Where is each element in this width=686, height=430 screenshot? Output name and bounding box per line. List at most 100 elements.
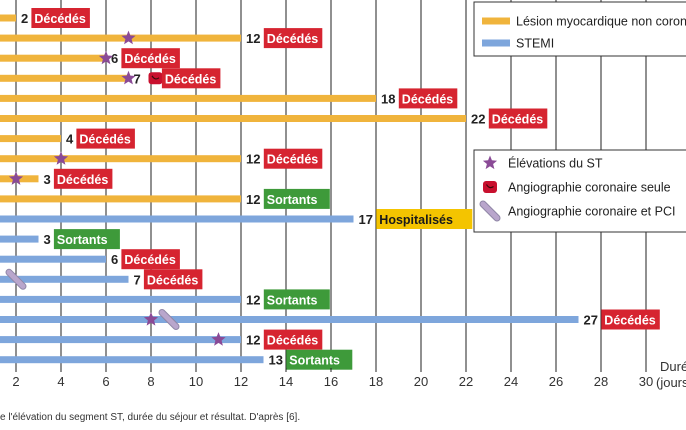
outcome-label: Décédés bbox=[604, 314, 655, 328]
outcome-badge bbox=[121, 249, 180, 270]
outcome-badge bbox=[161, 68, 221, 89]
x-tick-label: 8 bbox=[147, 374, 154, 389]
pci-icon-fill bbox=[159, 310, 179, 329]
pci-icon-fill bbox=[6, 269, 26, 289]
duration-label: 12 bbox=[246, 192, 260, 207]
outcome-badge bbox=[263, 188, 330, 209]
x-tick-label: 26 bbox=[549, 374, 563, 389]
duration-bar bbox=[0, 295, 241, 303]
st-elevation-star bbox=[143, 312, 159, 326]
marker-legend-label: Élévations du ST bbox=[508, 156, 603, 171]
outcome-badge bbox=[286, 349, 353, 370]
patient-row: 18 Décédés bbox=[0, 88, 458, 109]
duration-bar bbox=[0, 54, 106, 62]
duration-bar bbox=[0, 14, 16, 22]
patient-row: 12 Décédés bbox=[0, 28, 323, 49]
st-elevation-star bbox=[211, 332, 226, 346]
duration-label: 17 bbox=[359, 212, 373, 227]
outcome-label: Sortants bbox=[289, 354, 340, 368]
x-tick-label: 16 bbox=[324, 374, 338, 389]
series-legend-box bbox=[473, 1, 686, 57]
duration-bar bbox=[0, 155, 241, 163]
outcome-label: Sortants bbox=[267, 193, 318, 207]
x-tick-label: 6 bbox=[102, 374, 109, 389]
duration-bar bbox=[0, 336, 241, 344]
outcome-badge bbox=[263, 148, 323, 169]
x-axis-title-line2: (jours) bbox=[656, 375, 686, 390]
patient-row: 7 Décédés bbox=[0, 268, 203, 290]
series-legend-label: Lésion myocardique non coronaire bbox=[516, 15, 686, 29]
outcome-badge bbox=[263, 289, 330, 310]
series-legend-swatch bbox=[482, 17, 510, 25]
duration-label: 22 bbox=[471, 112, 485, 127]
outcome-label: Sortants bbox=[267, 293, 318, 307]
outcome-badge bbox=[76, 128, 135, 149]
outcome-badge bbox=[121, 48, 180, 69]
outcome-label: Décédés bbox=[267, 32, 318, 46]
outcome-label: Décédés bbox=[124, 52, 175, 66]
marker-legend-box bbox=[473, 149, 686, 233]
duration-label: 12 bbox=[246, 152, 260, 167]
duration-bar bbox=[0, 115, 466, 122]
duration-bar bbox=[0, 356, 264, 364]
duration-label: 3 bbox=[44, 232, 51, 247]
x-tick-label: 2 bbox=[12, 374, 19, 389]
pci-icon-fill bbox=[480, 201, 500, 221]
duration-label: 7 bbox=[134, 272, 141, 287]
patient-row: 13 Sortants bbox=[0, 349, 353, 370]
pci-icon bbox=[158, 309, 180, 330]
duration-label: 13 bbox=[269, 353, 283, 368]
duration-bar bbox=[0, 94, 376, 102]
x-axis: 24681012141618202224262830Durée(jours) bbox=[12, 359, 686, 390]
angiography-icon bbox=[483, 181, 497, 193]
marker-legend-label: Angiographie coronaire et PCI bbox=[508, 205, 675, 219]
outcome-label: Hospitalisés bbox=[379, 213, 453, 227]
patient-row: 12 Décédés bbox=[0, 329, 323, 350]
outcome-badge bbox=[488, 108, 548, 129]
outcome-badge bbox=[398, 88, 458, 109]
patient-row: 22 Décédés bbox=[0, 108, 548, 129]
outcome-label: Décédés bbox=[267, 334, 318, 348]
figure-caption: e l'élévation du segment ST, durée du sé… bbox=[0, 412, 301, 423]
patient-row: 2 Décédés bbox=[0, 8, 90, 28]
st-elevation-star bbox=[121, 30, 136, 45]
x-tick-label: 12 bbox=[234, 374, 248, 389]
patient-row: 7 Décédés bbox=[0, 68, 221, 89]
patient-row: 3 Décédés bbox=[0, 168, 113, 189]
outcome-label: Décédés bbox=[165, 72, 216, 86]
duration-label: 6 bbox=[111, 51, 118, 66]
x-tick-label: 4 bbox=[57, 374, 64, 389]
outcome-label: Décédés bbox=[34, 12, 85, 26]
x-tick-label: 30 bbox=[639, 374, 653, 389]
angiography-icon bbox=[148, 72, 163, 85]
st-elevation-star bbox=[482, 155, 498, 170]
x-axis-title-line1: Durée bbox=[660, 359, 686, 374]
outcome-label: Décédés bbox=[402, 92, 453, 106]
outcome-label: Décédés bbox=[492, 113, 543, 127]
duration-bar bbox=[0, 34, 241, 42]
outcome-label: Décédés bbox=[267, 153, 318, 167]
duration-bar bbox=[0, 215, 354, 223]
series-legend-label: STEMI bbox=[516, 37, 554, 51]
duration-bar bbox=[0, 135, 61, 143]
pci-icon bbox=[5, 268, 27, 290]
duration-label: 18 bbox=[381, 91, 395, 106]
duration-label: 6 bbox=[111, 252, 118, 267]
patient-row: 17 Hospitalisés bbox=[0, 209, 473, 229]
outcome-label: Sortants bbox=[57, 233, 108, 247]
marker-legend-label: Angiographie coronaire seule bbox=[508, 181, 671, 195]
patient-row: 4 Décédés bbox=[0, 128, 135, 149]
outcome-badge bbox=[376, 209, 473, 229]
x-tick-label: 18 bbox=[369, 374, 383, 389]
patient-row: 6 Décédés bbox=[0, 48, 180, 69]
patient-row: 27 Décédés bbox=[0, 309, 660, 330]
outcome-badge bbox=[31, 8, 90, 28]
series-legend: Lésion myocardique non coronaire STEMI bbox=[473, 1, 686, 57]
st-elevation-star bbox=[121, 70, 136, 85]
duration-label: 2 bbox=[21, 11, 28, 26]
duration-bar bbox=[0, 74, 129, 82]
series-legend-swatch bbox=[482, 39, 510, 47]
outcome-badge bbox=[143, 269, 203, 290]
patient-bars: 2 Décédés 12 Décédés 6 Décédés 7 Décédés 18 Décéd… bbox=[0, 8, 660, 370]
